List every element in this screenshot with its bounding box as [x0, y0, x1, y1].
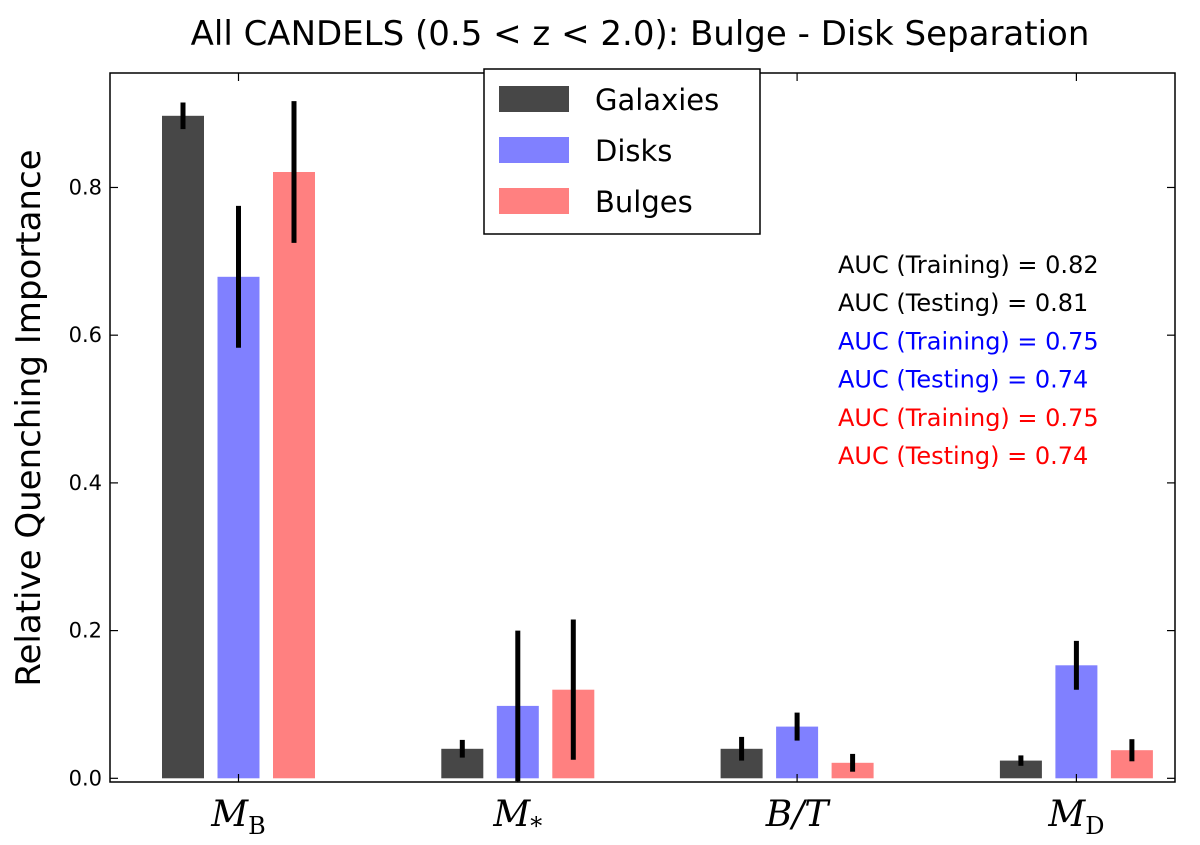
- x-tick-label-0: MB: [210, 794, 266, 840]
- auc-annotation-4: AUC (Training) = 0.75: [838, 404, 1099, 432]
- legend-swatch-bulges: [499, 188, 569, 214]
- auc-annotations: AUC (Training) = 0.82 AUC (Testing) = 0.8…: [838, 251, 1099, 470]
- x-tick-label-3: MD: [1047, 794, 1104, 840]
- auc-annotation-0: AUC (Training) = 0.82: [838, 251, 1099, 279]
- plot-area: 0.0 0.2 0.4 0.6 0.8 MB M* B/T MD: [69, 72, 1176, 840]
- legend-label-bulges: Bulges: [595, 185, 693, 219]
- y-tick-label-1: 0.2: [69, 619, 102, 643]
- chart-title: All CANDELS (0.5 < z < 2.0): Bulge - Dis…: [191, 14, 1090, 54]
- auc-annotation-5: AUC (Testing) = 0.74: [838, 442, 1088, 470]
- x-tick-label-1: M*: [492, 794, 542, 840]
- y-tick-label-2: 0.4: [69, 471, 102, 495]
- auc-annotation-2: AUC (Training) = 0.75: [838, 327, 1099, 355]
- bar-bulges-0: [273, 172, 315, 779]
- y-tick-label-4: 0.8: [69, 175, 102, 199]
- y-tick-label-3: 0.6: [69, 323, 102, 347]
- legend: Galaxies Disks Bulges: [483, 68, 761, 235]
- auc-annotation-3: AUC (Testing) = 0.74: [838, 366, 1088, 394]
- legend-label-galaxies: Galaxies: [595, 83, 719, 117]
- x-tick-label-2: B/T: [765, 794, 832, 835]
- legend-label-disks: Disks: [595, 134, 672, 168]
- y-tick-label-0: 0.0: [69, 766, 102, 790]
- y-axis-label: Relative Quenching Importance: [9, 149, 49, 686]
- bar-galaxies-3: [999, 760, 1042, 779]
- bar-galaxies-0: [162, 115, 204, 779]
- legend-swatch-disks: [499, 137, 569, 163]
- auc-annotation-1: AUC (Testing) = 0.81: [838, 289, 1088, 317]
- legend-swatch-galaxies: [499, 86, 569, 112]
- bar-disks-0: [217, 276, 260, 779]
